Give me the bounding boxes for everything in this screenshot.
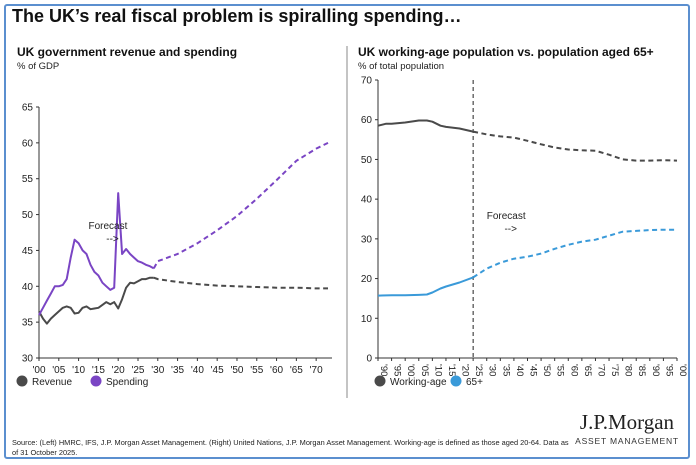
y-tick-label: 30 — [22, 354, 34, 365]
brand-subtitle: ASSET MANAGEMENT — [575, 436, 679, 446]
65--forecast-line — [472, 228, 677, 279]
x-tick-label: '00 — [405, 364, 416, 376]
right-chart-subtitle: % of total population — [358, 61, 445, 72]
x-tick-label: '30 — [151, 365, 164, 376]
x-tick-label: '20 — [112, 365, 125, 376]
revenue-legend-label: Revenue — [32, 377, 72, 388]
right-chart-title: UK working-age population vs. population… — [358, 45, 654, 59]
x-tick-label: '45 — [211, 365, 224, 376]
revenue-forecast-line — [153, 276, 328, 290]
x-tick-label: '80 — [623, 364, 634, 376]
y-tick-label: 70 — [361, 76, 373, 87]
left-chart-title: UK government revenue and spending — [17, 45, 238, 59]
x-tick-label: '75 — [609, 364, 620, 376]
x-tick-label: '00 — [677, 364, 688, 376]
x-tick-label: '70 — [595, 364, 606, 376]
x-tick-label: '40 — [191, 365, 204, 376]
forecast-label: Forecast — [487, 211, 526, 222]
x-tick-label: '85 — [636, 364, 647, 376]
y-tick-label: 0 — [366, 354, 372, 365]
source-note: Source: (Left) HMRC, IFS, J.P. Morgan As… — [12, 438, 569, 457]
x-tick-label: '40 — [514, 364, 525, 376]
y-tick-label: 30 — [361, 234, 373, 245]
x-tick-label: '55 — [250, 365, 263, 376]
x-tick-label: '70 — [310, 365, 323, 376]
x-tick-label: '15 — [92, 365, 105, 376]
y-tick-label: 45 — [22, 246, 34, 257]
x-tick-label: '50 — [230, 365, 243, 376]
jp-morgan-logo: J.P.Morgan ASSET MANAGEMENT — [572, 410, 682, 446]
x-tick-label: '55 — [555, 364, 566, 376]
x-tick-label: '15 — [446, 364, 457, 376]
revenue-line — [38, 276, 154, 325]
y-tick-label: 55 — [22, 174, 34, 185]
x-tick-label: '60 — [270, 365, 283, 376]
x-tick-label: '95 — [392, 364, 403, 376]
x-tick-label: '35 — [500, 364, 511, 376]
y-tick-label: 20 — [361, 274, 373, 285]
x-tick-label: '25 — [473, 364, 484, 376]
x-tick-label: '65 — [290, 365, 303, 376]
spending-forecast-line — [152, 141, 329, 269]
x-tick-label: '45 — [528, 364, 539, 376]
y-tick-label: 35 — [22, 318, 34, 329]
spending-line — [38, 192, 155, 316]
working-age-line — [377, 119, 474, 133]
x-tick-label: '60 — [568, 364, 579, 376]
y-tick-label: 50 — [361, 155, 373, 166]
x-tick-label: '20 — [460, 364, 471, 376]
65--legend-swatch — [450, 375, 462, 387]
page-title: The UK’s real fiscal problem is spiralli… — [12, 6, 462, 26]
x-tick-label: '35 — [171, 365, 184, 376]
working-age-legend-swatch — [374, 375, 386, 387]
chart-frame — [4, 4, 690, 459]
65--line — [377, 276, 474, 297]
x-tick-label: '90 — [378, 364, 389, 376]
working-age-forecast-line — [472, 130, 678, 162]
x-tick-label: '95 — [663, 364, 674, 376]
y-tick-label: 40 — [22, 282, 34, 293]
x-tick-label: '05 — [419, 364, 430, 376]
left-chart-subtitle: % of GDP — [17, 61, 60, 72]
forecast-label: Forecast — [88, 221, 127, 232]
revenue-legend-swatch — [16, 375, 28, 387]
y-tick-label: 50 — [22, 210, 34, 221]
brand-name: J.P.Morgan — [579, 410, 675, 434]
spending-legend-swatch — [90, 375, 102, 387]
y-tick-label: 65 — [22, 103, 34, 114]
x-tick-label: '25 — [131, 365, 144, 376]
x-tick-label: '00 — [32, 365, 45, 376]
x-tick-label: '65 — [582, 364, 593, 376]
65--legend-label: 65+ — [466, 377, 483, 388]
forecast-arrow: --> — [504, 224, 517, 235]
y-tick-label: 40 — [361, 195, 373, 206]
y-tick-label: 60 — [361, 115, 373, 126]
y-tick-label: 10 — [361, 314, 373, 325]
y-tick-label: 60 — [22, 138, 34, 149]
forecast-arrow: --> — [106, 234, 119, 245]
x-tick-label: '90 — [650, 364, 661, 376]
left-chart: 30 35 40 45 50 55 60 65 '00 '05 '10 '15 '20 '25 '30 '35… — [16, 103, 332, 388]
x-tick-label: '10 — [432, 364, 443, 376]
x-tick-label: '10 — [72, 365, 85, 376]
x-tick-label: '05 — [52, 365, 65, 376]
x-tick-label: '30 — [487, 364, 498, 376]
x-tick-label: '50 — [541, 364, 552, 376]
spending-legend-label: Spending — [106, 377, 148, 388]
working-age-legend-label: Working-age — [390, 377, 447, 388]
